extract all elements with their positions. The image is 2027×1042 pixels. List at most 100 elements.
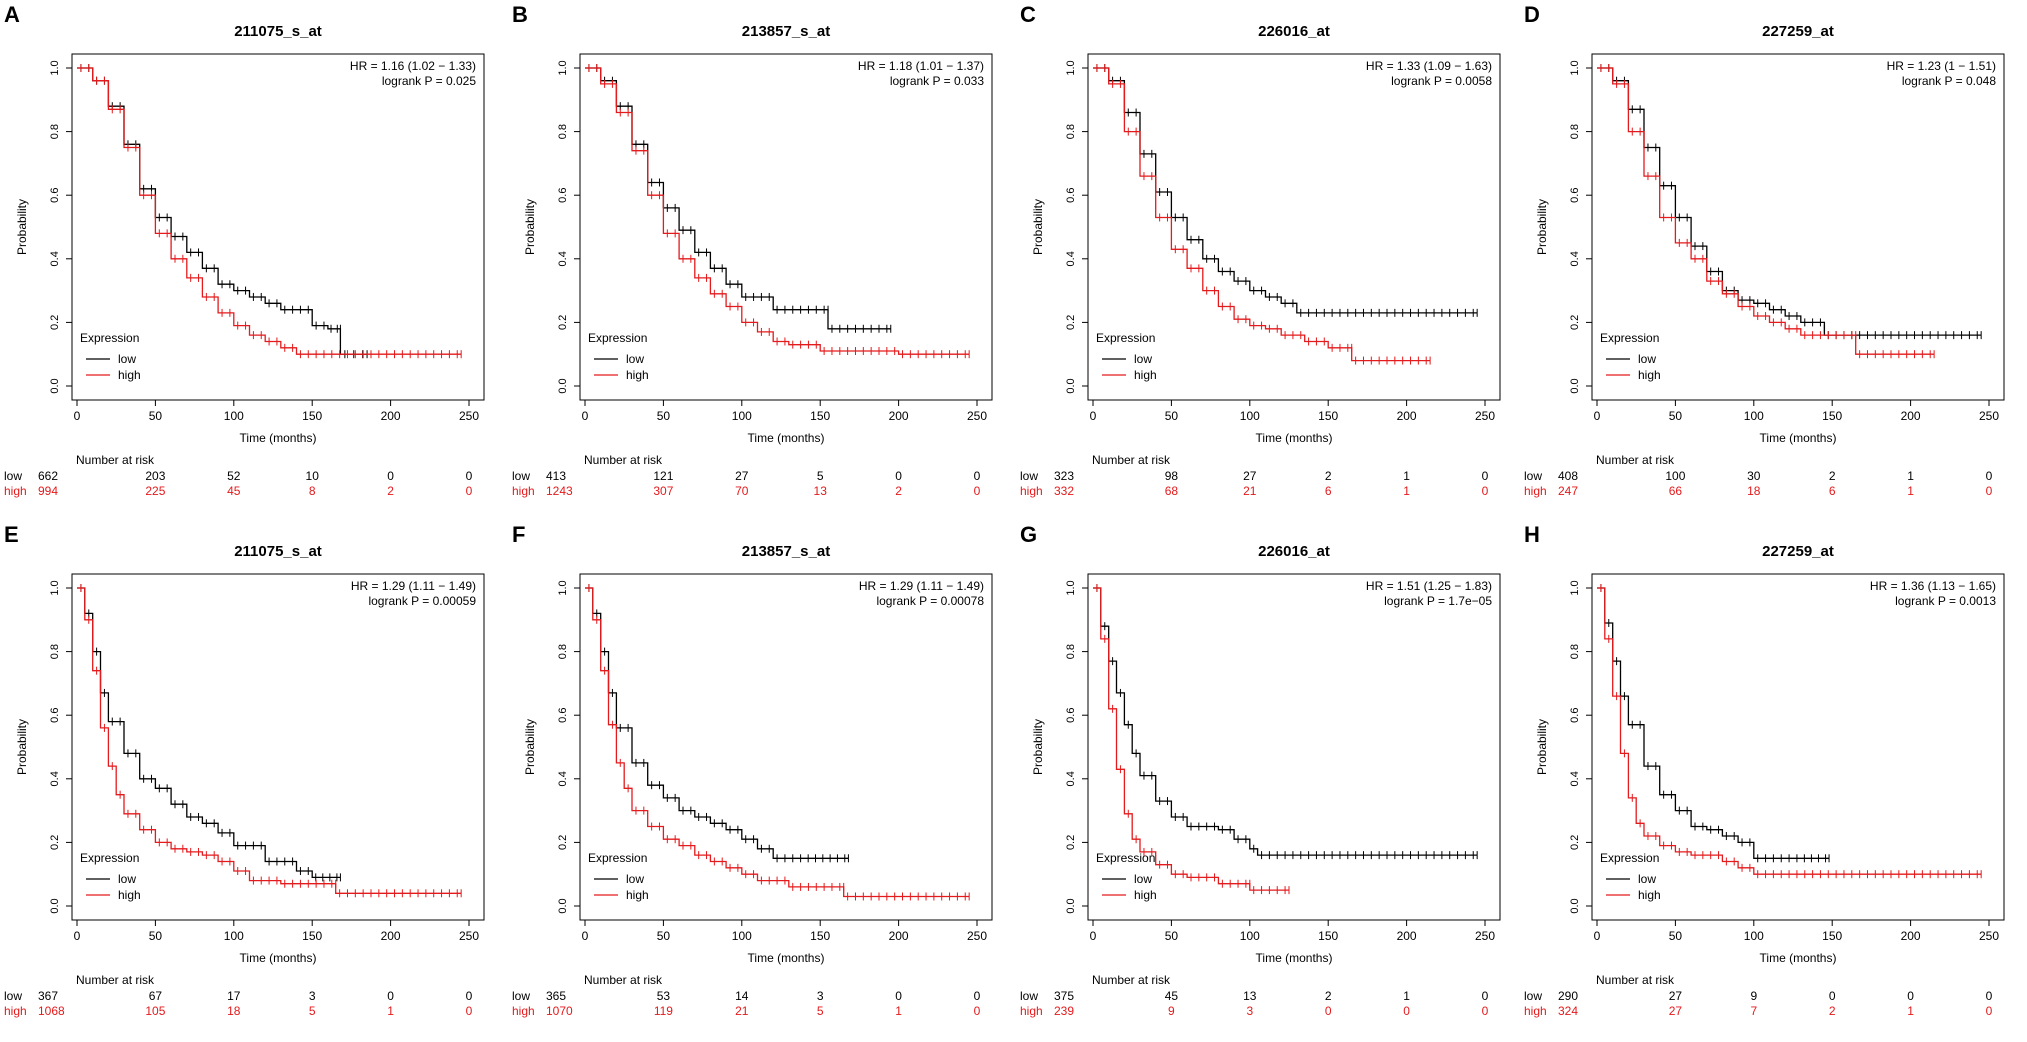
risk-value-low: 3 [817,989,824,1003]
risk-value-high: 18 [1747,484,1761,498]
risk-value-high: 1070 [546,1004,573,1018]
x-tick-label: 250 [1979,929,1999,943]
risk-value-low: 1 [1403,989,1410,1003]
y-tick-label: 0.8 [557,124,569,139]
censor-marks-low [588,64,892,333]
risk-row-label-low: low [1524,469,1542,483]
risk-value-low: 30 [1747,469,1761,483]
risk-value-low: 53 [657,989,671,1003]
x-tick-label: 50 [1165,409,1179,423]
x-axis-label: Time (months) [1760,951,1837,965]
y-tick-label: 0.8 [49,124,61,139]
risk-value-low: 203 [145,469,165,483]
x-tick-label: 100 [1744,409,1764,423]
survival-curve-high [1093,587,1289,891]
risk-value-high: 994 [38,484,58,498]
y-axis-label: Probability [1031,719,1045,775]
risk-value-low: 3 [309,989,316,1003]
x-tick-label: 100 [732,409,752,423]
y-tick-label: 0.8 [1569,124,1581,139]
x-tick-label: 50 [1669,929,1683,943]
risk-value-low: 52 [227,469,241,483]
risk-value-high: 9 [1168,1004,1175,1018]
legend-label-high: high [1134,888,1157,902]
risk-value-low: 121 [653,469,673,483]
risk-value-high: 0 [974,1004,981,1018]
survival-curve-high [585,67,970,355]
x-tick-label: 250 [1979,409,1999,423]
risk-value-low: 2 [1325,469,1332,483]
x-tick-label: 200 [1397,409,1417,423]
hazard-ratio-text: HR = 1.23 (1 − 1.51) [1887,59,1996,73]
risk-row-label-high: high [1020,1004,1043,1018]
plot-frame [579,53,993,401]
panel-title: 226016_at [1258,543,1330,560]
risk-value-high: 3 [1246,1004,1253,1018]
censor-marks-high [1096,64,1431,365]
y-tick-label: 1.0 [557,580,569,595]
risk-value-high: 18 [227,1004,241,1018]
hazard-ratio-text: HR = 1.36 (1.13 − 1.65) [1870,579,1996,593]
x-tick-label: 250 [459,409,479,423]
legend-label-low: low [626,352,644,366]
risk-value-low: 0 [895,989,902,1003]
y-axis-label: Probability [523,199,537,255]
risk-table-header: Number at risk [76,453,155,467]
risk-value-high: 1 [1907,1004,1914,1018]
censor-marks-high [588,584,970,901]
risk-value-high: 1 [1907,484,1914,498]
x-tick-label: 150 [302,929,322,943]
x-tick-label: 50 [657,409,671,423]
x-axis-label: Time (months) [1256,431,1333,445]
risk-value-low: 0 [1482,989,1489,1003]
y-tick-label: 0.4 [557,251,569,266]
y-tick-label: 0.0 [557,898,569,913]
y-axis-label: Probability [15,719,29,775]
panel-letter: A [4,2,20,27]
logrank-p-text: logrank P = 1.7e−05 [1384,594,1492,608]
panel-letter: E [4,522,19,547]
legend-label-low: low [626,872,644,886]
risk-value-high: 66 [1669,484,1683,498]
panel-title: 226016_at [1258,23,1330,40]
x-axis-label: Time (months) [1256,951,1333,965]
risk-row-label-low: low [1020,469,1038,483]
risk-value-low: 0 [466,989,473,1003]
x-tick-label: 0 [74,409,81,423]
panel-letter: B [512,2,528,27]
risk-value-high: 2 [895,484,902,498]
y-tick-label: 0.0 [1569,898,1581,913]
risk-value-low: 375 [1054,989,1074,1003]
risk-value-low: 27 [735,469,749,483]
y-tick-label: 0.6 [1569,708,1581,723]
legend-label-high: high [1638,368,1661,382]
risk-value-high: 7 [1750,1004,1757,1018]
x-tick-label: 200 [889,409,909,423]
risk-value-high: 21 [735,1004,749,1018]
x-tick-label: 100 [224,409,244,423]
risk-value-high: 247 [1558,484,1578,498]
y-tick-label: 0.6 [1065,188,1077,203]
x-tick-label: 150 [810,409,830,423]
y-tick-label: 1.0 [1569,580,1581,595]
logrank-p-text: logrank P = 0.0013 [1895,594,1996,608]
y-tick-label: 0.0 [1569,378,1581,393]
logrank-p-text: logrank P = 0.00059 [368,594,476,608]
survival-curve-low [585,67,891,330]
x-tick-label: 0 [1594,929,1601,943]
y-tick-label: 0.0 [1065,898,1077,913]
x-tick-label: 100 [732,929,752,943]
y-tick-label: 0.8 [557,644,569,659]
risk-value-high: 0 [1325,1004,1332,1018]
km-panel-e: E 211075_s_at 0.0 0.2 0.4 0.6 0.8 1.0 Probabilit… [4,522,485,1018]
x-tick-label: 150 [302,409,322,423]
y-tick-label: 0.2 [49,835,61,850]
y-tick-label: 0.2 [1065,315,1077,330]
panel-letter: G [1020,522,1037,547]
risk-value-low: 0 [974,989,981,1003]
y-tick-label: 0.2 [1569,835,1581,850]
risk-value-low: 1 [1403,469,1410,483]
y-tick-label: 0.0 [1065,378,1077,393]
y-tick-label: 0.4 [1569,251,1581,266]
x-axis-label: Time (months) [1760,431,1837,445]
